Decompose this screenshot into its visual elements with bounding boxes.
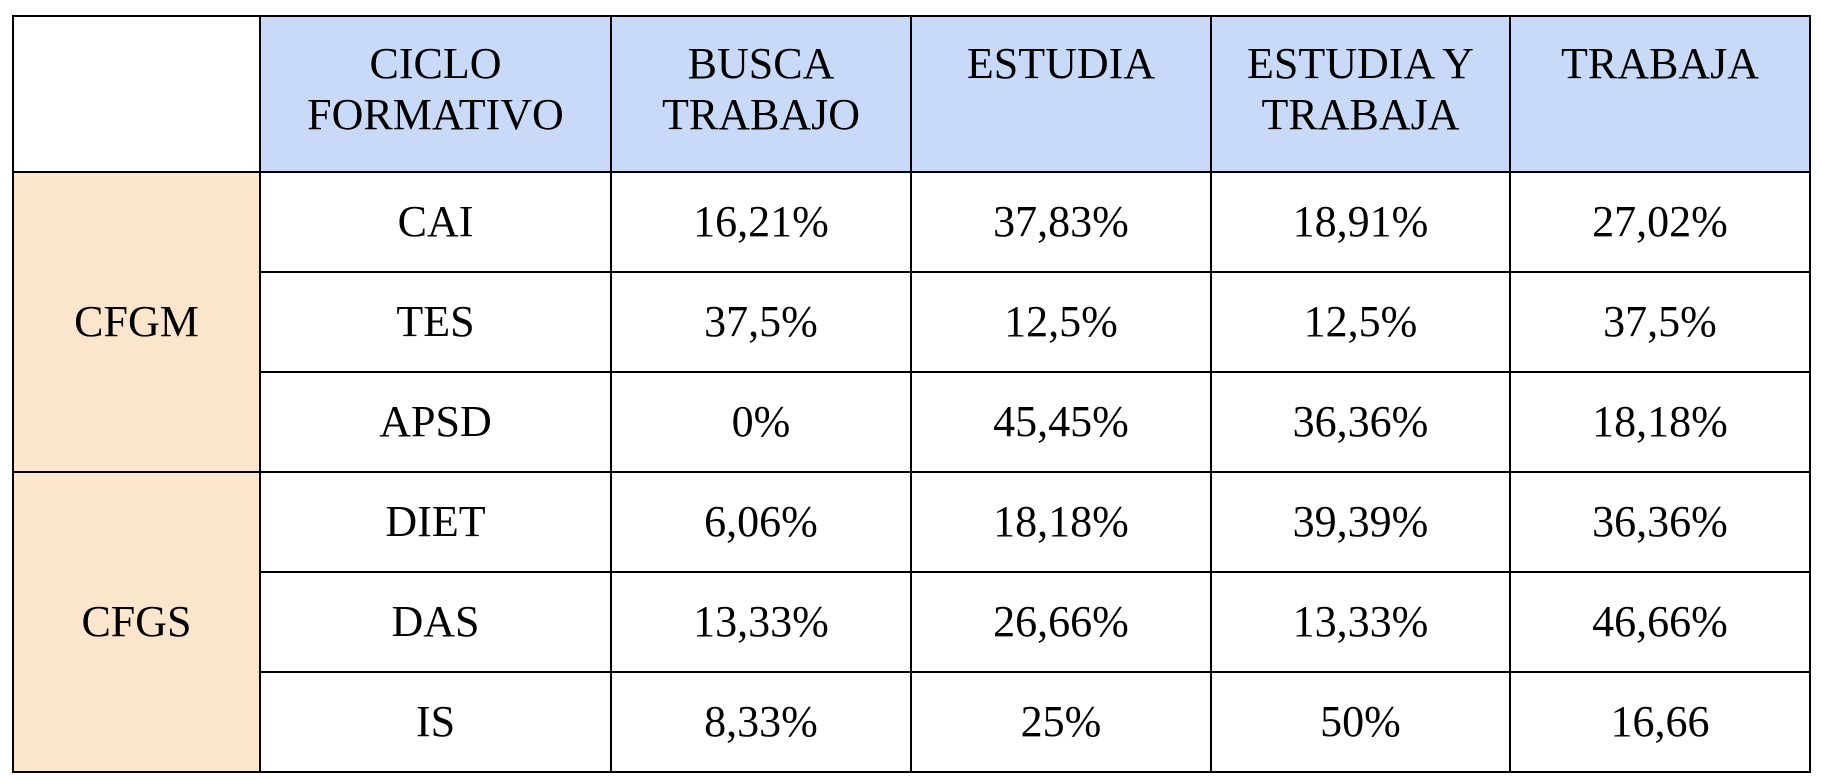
- value-cell: 36,36%: [1509, 471, 1811, 573]
- cycle-cell: DIET: [259, 471, 612, 573]
- data-row: IS 8,33% 25% 50% 16,66: [13, 671, 1811, 773]
- corner-cell: [12, 15, 261, 173]
- cycle-cell: CAI: [259, 171, 612, 273]
- value-cell: 6,06%: [610, 471, 912, 573]
- value-cell: 18,18%: [910, 471, 1212, 573]
- value-cell: 39,39%: [1210, 471, 1511, 573]
- value-cell: 27,02%: [1509, 171, 1811, 273]
- value-cell: 50%: [1210, 671, 1511, 773]
- header-cell: TRABAJA: [1509, 15, 1811, 173]
- data-row: CFGM CAI 16,21% 37,83% 18,91% 27,02%: [12, 171, 1811, 473]
- value-cell: 13,33%: [1210, 571, 1511, 673]
- value-cell: 16,21%: [610, 171, 912, 273]
- cycle-cell: IS: [259, 671, 612, 773]
- group-cell: CFGS: [12, 471, 261, 773]
- value-cell: 18,18%: [1509, 371, 1811, 473]
- table-body: CICLO FORMATIVO BUSCA TRABAJO ESTUDIA ESTUD…: [12, 15, 1811, 773]
- value-cell: 37,5%: [610, 271, 912, 373]
- data-row: DAS 13,33% 26,66% 13,33% 46,66%: [13, 571, 1811, 673]
- cycle-cell: APSD: [259, 371, 612, 473]
- data-row: TES 37,5% 12,5% 12,5% 37,5%: [13, 271, 1811, 373]
- value-cell: 25%: [910, 671, 1212, 773]
- header-cell: CICLO FORMATIVO: [259, 15, 612, 173]
- group-cell: CFGM: [12, 171, 261, 473]
- value-cell: 16,66: [1509, 671, 1811, 773]
- value-cell: 37,5%: [1509, 271, 1811, 373]
- value-cell: 12,5%: [1210, 271, 1511, 373]
- value-cell: 0%: [610, 371, 912, 473]
- data-row: CFGS DIET 6,06% 18,18% 39,39% 36,36%: [12, 471, 1811, 773]
- value-cell: 8,33%: [610, 671, 912, 773]
- header-cell: ESTUDIA: [910, 15, 1212, 173]
- header-cell: ESTUDIA Y TRABAJA: [1210, 15, 1511, 173]
- value-cell: 18,91%: [1210, 171, 1511, 273]
- value-cell: 46,66%: [1509, 571, 1811, 673]
- cycle-cell: TES: [259, 271, 612, 373]
- value-cell: 45,45%: [910, 371, 1212, 473]
- header-row: CICLO FORMATIVO BUSCA TRABAJO ESTUDIA ESTUD…: [12, 15, 1811, 173]
- value-cell: 13,33%: [610, 571, 912, 673]
- value-cell: 36,36%: [1210, 371, 1511, 473]
- cycle-cell: DAS: [259, 571, 612, 673]
- value-cell: 26,66%: [910, 571, 1212, 673]
- value-cell: 37,83%: [910, 171, 1212, 273]
- data-row: APSD 0% 45,45% 36,36% 18,18%: [13, 371, 1811, 473]
- value-cell: 12,5%: [910, 271, 1212, 373]
- header-cell: BUSCA TRABAJO: [610, 15, 912, 173]
- results-table: CICLO FORMATIVO BUSCA TRABAJO ESTUDIA ESTUD…: [12, 15, 1811, 773]
